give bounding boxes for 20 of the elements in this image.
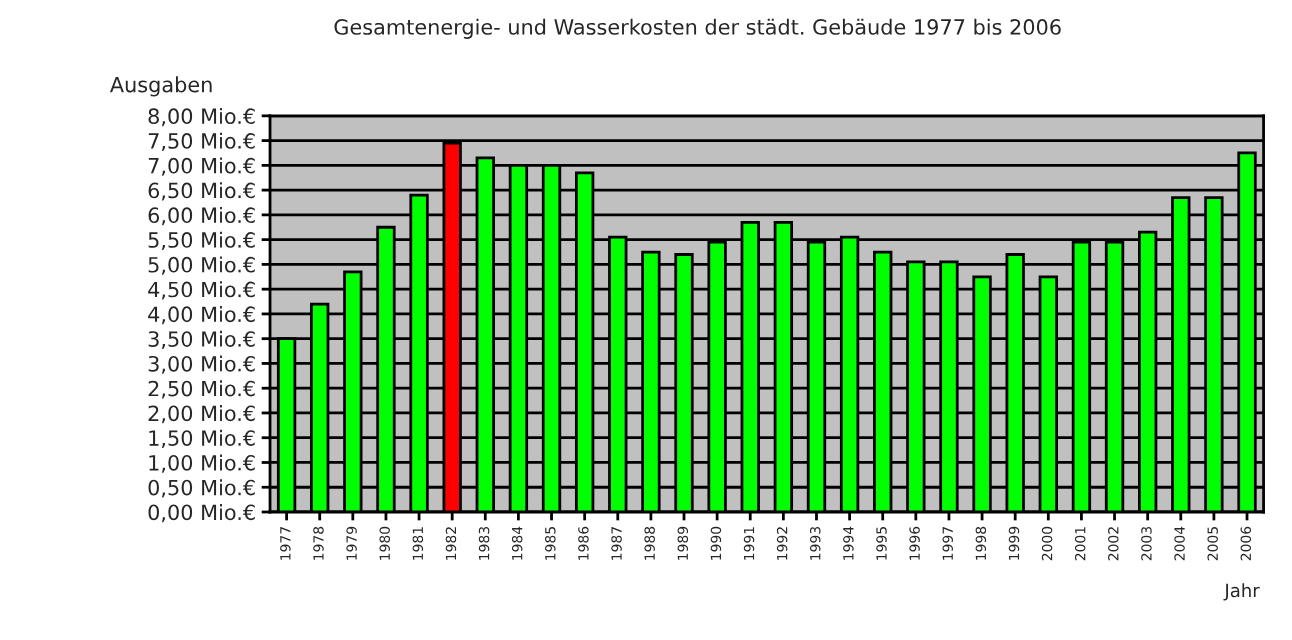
y-tick-label: 1,50 Mio.€ [149,429,255,449]
x-axis-title: Jahr [1223,583,1260,601]
y-tick-label: 2,50 Mio.€ [148,380,255,399]
y-tick-label: 0,00 Mio.€ [148,504,255,523]
y-tick-label: 5,00 Mio.€ [148,256,255,275]
y-axis-title: Ausgaben [109,76,212,97]
y-tick-label: 4,50 Mio.€ [148,281,255,300]
y-tick-label: 7,00 Mio.€ [148,157,255,176]
y-tick-label: 5,50 Mio.€ [148,231,255,250]
chart-title: Gesamtenergie- und Wasserkosten der städt. Gebäude 1977 bis 2006 [334,18,1061,39]
y-tick-label: 7,50 Mio.€ [148,132,255,151]
y-tick-label: 3,00 Mio.€ [148,355,255,374]
y-tick-label: 0,50 Mio.€ [148,479,255,498]
y-tick-label: 3,50 Mio.€ [148,330,255,350]
y-tick-label: 2,00 Mio.€ [148,405,255,424]
y-tick-label: 6,00 Mio.€ [148,206,255,226]
y-tick-label: 6,50 Mio.€ [148,182,255,201]
y-tick-label: 4,00 Mio.€ [148,306,255,325]
y-tick-label: 8,00 Mio.€ [148,107,255,127]
y-tick-label: 1,00 Mio.€ [149,454,255,473]
